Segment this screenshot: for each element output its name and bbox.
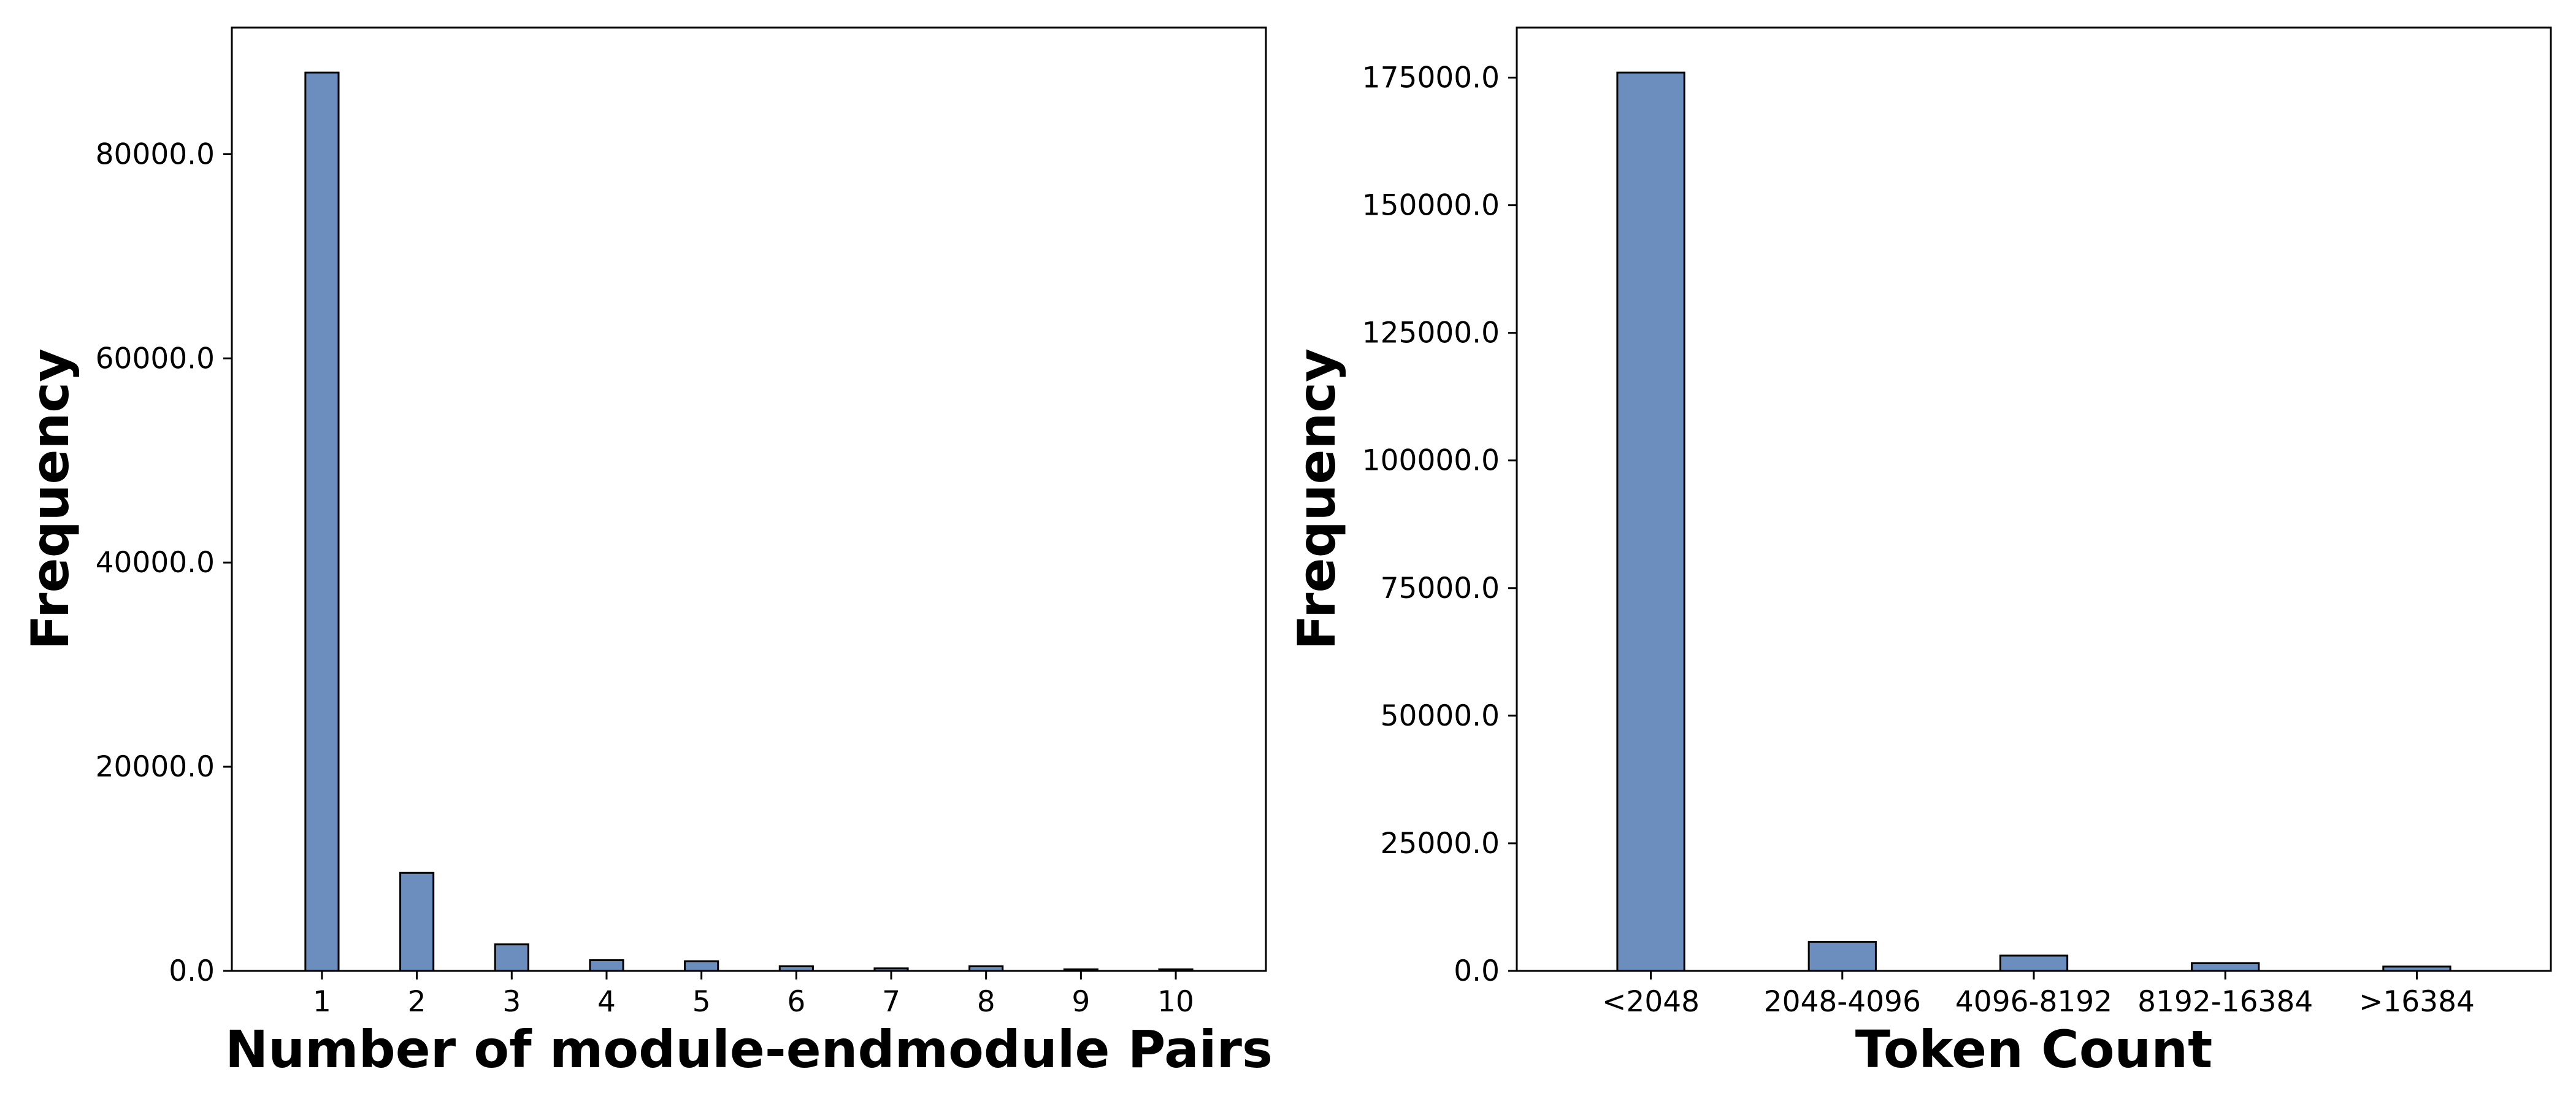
y-tick-label: 80000.0	[96, 137, 215, 171]
x-tick-label: 2048-4096	[1764, 985, 1921, 1019]
y-tick-label: 125000.0	[1362, 316, 1500, 350]
bar-3	[494, 943, 529, 972]
x-tick-label: 3	[502, 985, 521, 1019]
token-count-histogram-chart: 0.0 25000.0 50000.0 75000.0 100000.0 125000.0…	[1287, 26, 2552, 1079]
y-tick-label: 50000.0	[1381, 699, 1500, 733]
x-tick-label: 8	[977, 985, 995, 1019]
x-tick-label: 4	[597, 985, 616, 1019]
y-tick-label: 75000.0	[1381, 572, 1500, 605]
bar-<2048	[1616, 71, 1685, 972]
x-tick-label: 7	[882, 985, 900, 1019]
x-tick-label: 8192-16384	[2137, 985, 2313, 1019]
plot-frame	[231, 26, 1267, 972]
x-tick-label: 9	[1071, 985, 1090, 1019]
x-tick-label: >16384	[2359, 985, 2475, 1019]
bars-group	[304, 71, 1194, 972]
bars-group	[1616, 71, 2451, 972]
bar-4096-8192	[1999, 954, 2069, 972]
x-axis-ticks: <2048 2048-4096 4096-8192 8192-16384 >16384	[1602, 971, 2475, 1019]
x-tick-label: 2	[408, 985, 426, 1019]
bar-2048-4096	[1807, 941, 1877, 972]
x-tick-label: <2048	[1602, 985, 1700, 1019]
y-tick-label: 25000.0	[1381, 827, 1500, 861]
bar-2	[399, 872, 435, 972]
y-axis-ticks: 0.0 20000.0 40000.0 60000.0 80000.0	[96, 137, 232, 988]
bar-8192-16384	[2191, 962, 2260, 972]
y-tick-label: 175000.0	[1362, 61, 1500, 95]
y-tick-label: 150000.0	[1362, 189, 1500, 223]
y-axis-label: Frequency	[20, 348, 80, 650]
y-tick-label: 0.0	[1454, 954, 1500, 988]
x-tick-label: 5	[692, 985, 711, 1019]
y-tick-label: 0.0	[169, 954, 215, 988]
y-axis-label: Frequency	[1287, 348, 1347, 650]
bar-4	[589, 959, 624, 972]
y-tick-label: 100000.0	[1362, 444, 1500, 478]
x-tick-label: 6	[787, 985, 805, 1019]
y-tick-label: 60000.0	[96, 342, 215, 375]
x-axis-label: Number of module-endmodule Pairs	[225, 1019, 1273, 1079]
x-axis-ticks: 1 2 3 4 5 6 7 8 9 10	[313, 971, 1194, 1019]
y-tick-label: 20000.0	[96, 750, 215, 784]
y-axis-ticks: 0.0 25000.0 50000.0 75000.0 100000.0 125000.0…	[1362, 61, 1517, 988]
x-tick-label: 4096-8192	[1955, 985, 2112, 1019]
x-tick-label: 1	[313, 985, 331, 1019]
x-tick-label: 10	[1157, 985, 1194, 1019]
pairs-histogram-chart: 0.0 20000.0 40000.0 60000.0 80000.0 1 2 3 4 5 6 7 8…	[20, 26, 1273, 1079]
bar-5	[684, 960, 719, 972]
bar-1	[304, 71, 340, 972]
y-tick-label: 40000.0	[96, 546, 215, 580]
x-axis-label: Token Count	[1855, 1019, 2213, 1079]
